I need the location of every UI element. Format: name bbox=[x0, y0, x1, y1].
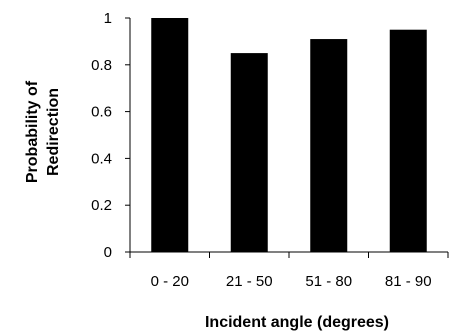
y-tick-label: 0.8 bbox=[91, 57, 112, 74]
y-tick-label: 0.4 bbox=[91, 150, 112, 167]
y-tick-label: 0.6 bbox=[91, 104, 112, 121]
y-tick-label: 0 bbox=[104, 244, 112, 261]
y-tick-label: 1 bbox=[104, 10, 112, 27]
bar-3 bbox=[310, 39, 348, 253]
x-tick-label: 81 - 90 bbox=[385, 273, 432, 290]
y-tick-label: 0.2 bbox=[91, 197, 112, 214]
y-axis-ticks: 0 0.2 0.4 0.6 0.8 1 bbox=[91, 10, 130, 261]
x-axis-title: Incident angle (degrees) bbox=[205, 314, 389, 331]
y-axis-title-line-1: Probability of bbox=[24, 80, 41, 183]
bar-4 bbox=[389, 29, 427, 253]
x-tick-label: 51 - 80 bbox=[305, 273, 352, 290]
y-axis-title-line-2: Redirection bbox=[45, 88, 62, 176]
bar-1 bbox=[151, 18, 189, 252]
x-axis-ticks: 0 - 20 21 - 50 51 - 80 81 - 90 bbox=[129, 252, 449, 290]
bars bbox=[151, 18, 427, 253]
x-tick-label: 21 - 50 bbox=[226, 273, 273, 290]
x-tick-label: 0 - 20 bbox=[151, 273, 189, 290]
bar-2 bbox=[230, 53, 268, 252]
